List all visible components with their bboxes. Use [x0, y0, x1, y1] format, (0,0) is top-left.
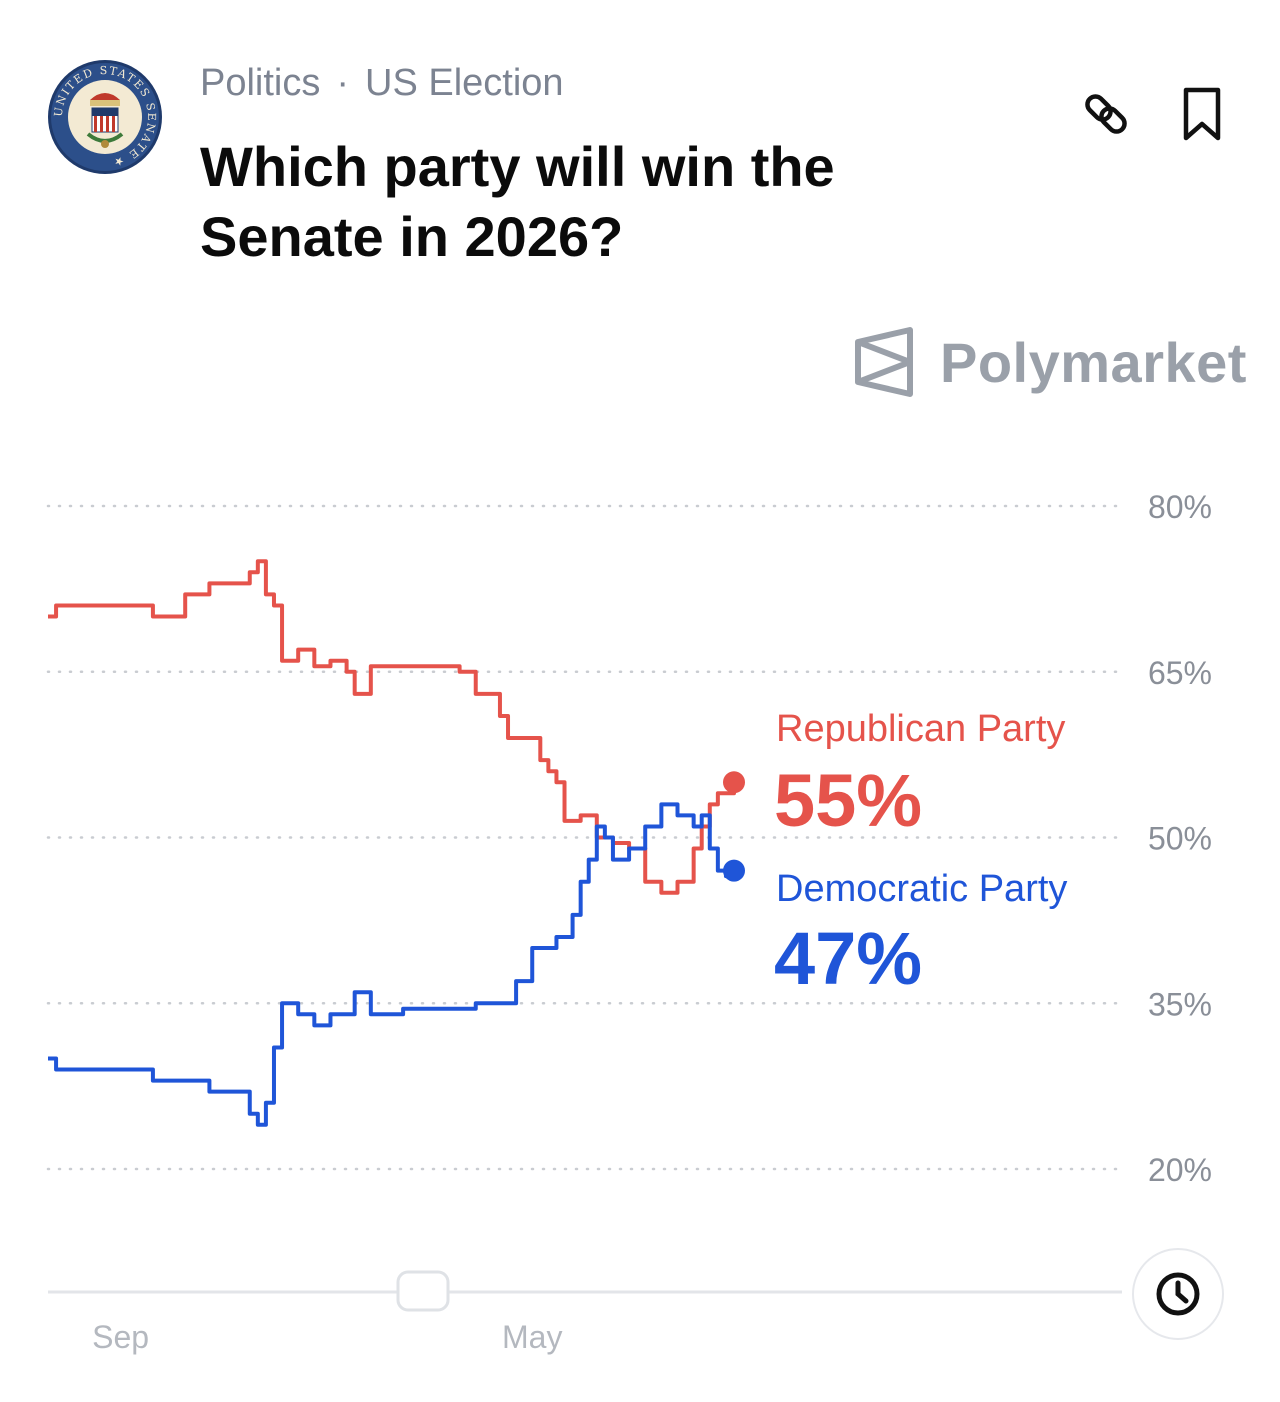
senate-seal-logo: UNITED STATES SENATE ★: [46, 58, 164, 176]
series-value-republican: 55%: [774, 759, 922, 842]
polymarket-logo-icon: [855, 327, 913, 397]
series-line-republican: [48, 559, 736, 895]
history-range-button[interactable]: [1132, 1248, 1224, 1340]
y-tick-label: 50%: [1148, 821, 1212, 857]
series-endpoint-republican: [723, 771, 745, 794]
link-icon: [1085, 94, 1127, 134]
x-tick-label: Sep: [92, 1319, 149, 1355]
series-line-democratic: [48, 802, 736, 1127]
polymarket-watermark: Polymarket: [852, 326, 1252, 400]
series-endpoint-democratic: [723, 859, 745, 882]
y-tick-label: 35%: [1148, 986, 1212, 1022]
breadcrumb-subcategory[interactable]: US Election: [365, 62, 564, 104]
y-tick-label: 65%: [1148, 655, 1212, 691]
market-title: Which party will win the Senate in 2026?: [200, 135, 835, 268]
breadcrumb-separator: ·: [336, 62, 350, 104]
series-value-democratic: 47%: [774, 917, 922, 1000]
series-name-democratic: Democratic Party: [776, 868, 1067, 910]
timeline-scrubber-handle[interactable]: [396, 1270, 450, 1312]
breadcrumb-category[interactable]: Politics: [200, 62, 321, 104]
x-tick-label: May: [502, 1319, 562, 1355]
y-tick-label: 80%: [1148, 489, 1212, 525]
polymarket-wordmark: Polymarket: [940, 331, 1247, 394]
bookmark-icon: [1183, 87, 1221, 141]
y-tick-label: 20%: [1148, 1152, 1212, 1188]
breadcrumb: Politics · US Election: [200, 62, 564, 105]
probability-chart[interactable]: 80% 65% 50% 35% 20% Republican Party 55% Democ…: [0, 470, 1280, 1370]
series-name-republican: Republican Party: [776, 708, 1065, 750]
copy-link-button[interactable]: [1078, 86, 1134, 142]
bookmark-button[interactable]: [1174, 84, 1230, 144]
clock-icon: [1156, 1272, 1200, 1316]
